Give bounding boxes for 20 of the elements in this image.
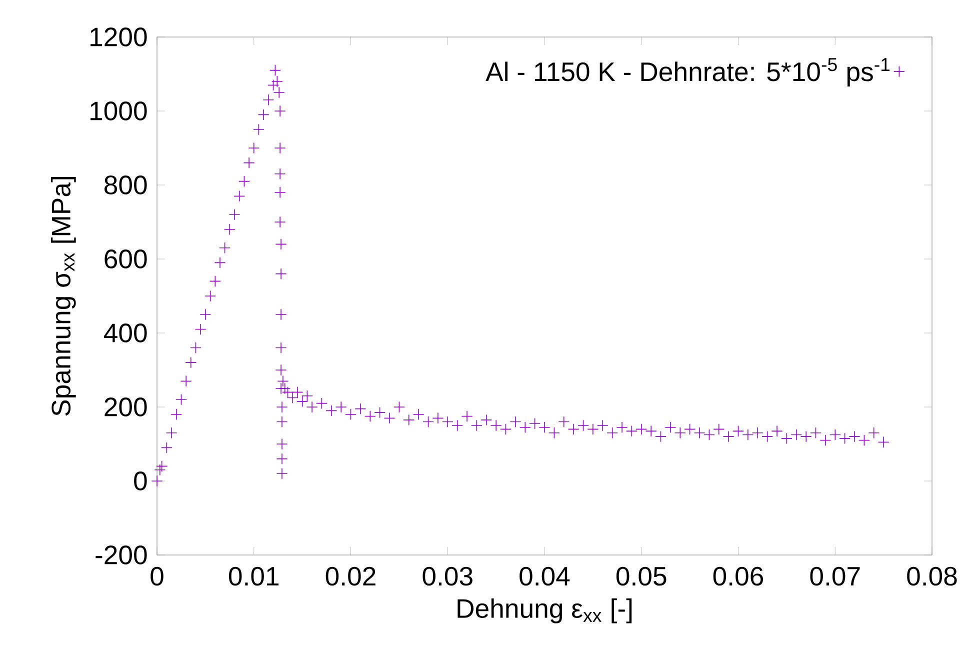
y-axis-title: Spannung σ$_{xx}$ [MPa] [50,176,76,416]
x-tick-label: 0.05 [616,566,666,586]
x-tick-label: 0.06 [713,566,764,586]
x-tick-label: 0.07 [810,566,860,586]
x-tick-label: 0.08 [907,566,957,586]
y-tick-label: 800 [104,176,147,194]
y-tick-label: 400 [104,324,147,342]
legend-label: Al - 1150 K - Dehnrate: 5*10$^{-5}$ ps$^{-1}$ [486,58,890,87]
x-tick-label: 0.01 [228,566,279,586]
y-tick-label: 200 [104,398,147,416]
x-tick-label: 0 [150,566,164,586]
x-tick-label: 0.02 [326,566,376,586]
y-tick-label: 1200 [90,28,147,46]
x-tick-label: 0.03 [422,566,472,586]
y-tick-label: 1000 [90,102,147,120]
x-axis-title: Dehnung ε$_{xx}$ [-] [458,598,632,624]
y-tick-label: 0 [134,472,147,490]
x-tick-label: 0.04 [520,566,570,586]
y-tick-label: 600 [104,250,147,268]
y-tick-label: -200 [96,546,147,564]
